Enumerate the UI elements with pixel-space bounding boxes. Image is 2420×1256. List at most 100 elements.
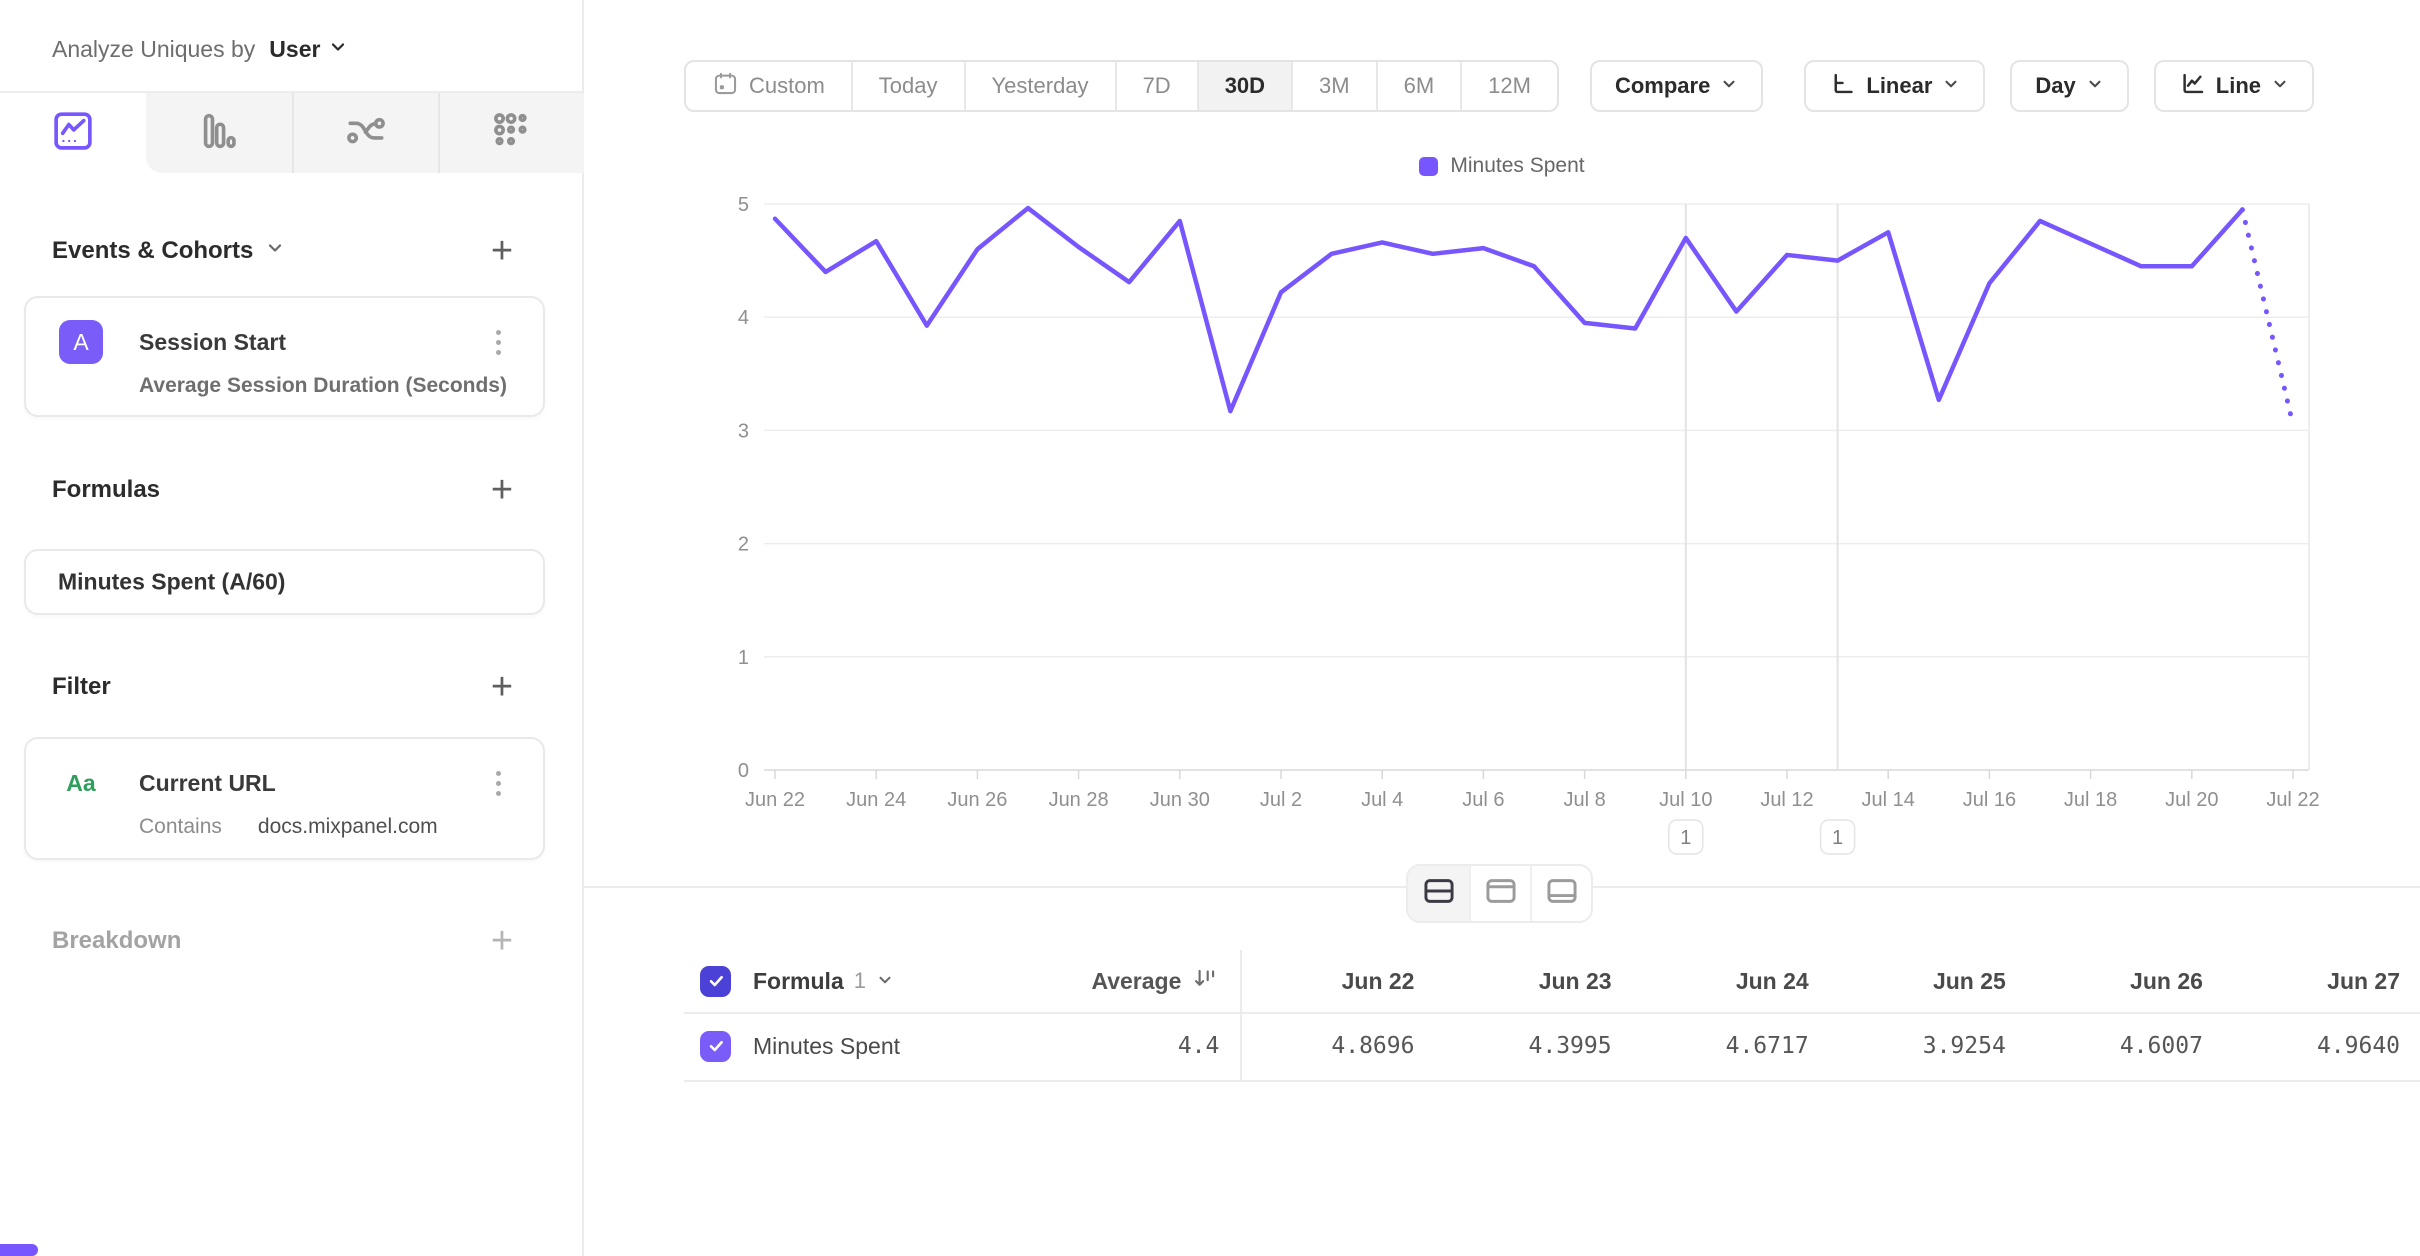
calendar-icon bbox=[712, 70, 739, 103]
legend-item[interactable]: Minutes Spent bbox=[1419, 154, 1585, 178]
column-header: Jun 25 bbox=[1932, 967, 2006, 994]
svg-text:4: 4 bbox=[738, 307, 749, 329]
date-option-label: Today bbox=[878, 73, 938, 98]
column-header: Jun 22 bbox=[1341, 967, 1415, 994]
date-option-7d[interactable]: 7D bbox=[1114, 62, 1197, 110]
column-header: Jun 26 bbox=[2130, 967, 2203, 994]
compare-button[interactable]: Compare bbox=[1589, 60, 1764, 112]
chevron-down-icon bbox=[328, 36, 348, 63]
formulas-header: Formulas + bbox=[52, 467, 538, 513]
date-range-control: Custom Today Yesterday 7D 30D 3M 6M 12M bbox=[684, 60, 1559, 112]
series-checkbox[interactable] bbox=[700, 1030, 731, 1062]
svg-text:3: 3 bbox=[738, 420, 749, 442]
date-option-30d[interactable]: 30D bbox=[1196, 62, 1292, 110]
chart-type-button[interactable]: Line bbox=[2153, 60, 2314, 112]
date-option-custom[interactable]: Custom bbox=[686, 62, 851, 110]
chart-type-tabstrip bbox=[0, 91, 584, 173]
split-view-icon bbox=[1423, 877, 1455, 910]
filter-card[interactable]: Aa Current URL Contains docs.mixpanel.co… bbox=[24, 737, 545, 860]
add-formula-button[interactable]: + bbox=[490, 468, 514, 511]
svg-text:Jun 28: Jun 28 bbox=[1049, 789, 1109, 811]
formula-card[interactable]: Minutes Spent (A/60) bbox=[24, 549, 545, 615]
sort-descending-icon bbox=[1191, 966, 1219, 996]
cell-value: 4.3995 bbox=[1528, 1033, 1612, 1059]
date-option-label: Custom bbox=[749, 73, 825, 98]
display-controls: Linear Day Line bbox=[1804, 60, 2314, 112]
date-option-12m[interactable]: 12M bbox=[1460, 62, 1557, 110]
average-value: 4.4 bbox=[1177, 1033, 1220, 1059]
average-column-header[interactable]: Average bbox=[1042, 966, 1237, 996]
compare-label: Compare bbox=[1614, 73, 1711, 98]
formula-group-checkbox[interactable] bbox=[700, 965, 731, 997]
svg-text:1: 1 bbox=[1832, 827, 1843, 849]
chevron-down-icon bbox=[2086, 73, 2104, 99]
svg-text:2: 2 bbox=[738, 534, 749, 556]
svg-text:Jul 20: Jul 20 bbox=[2165, 789, 2218, 811]
kebab-menu-icon[interactable] bbox=[483, 322, 513, 362]
tab-flows[interactable] bbox=[292, 93, 438, 173]
formula-group-index: 1 bbox=[853, 968, 866, 993]
table-column-divider bbox=[1240, 950, 1242, 1080]
analyze-by-label: Analyze Uniques by bbox=[52, 35, 256, 62]
filter-header: Filter + bbox=[52, 664, 538, 710]
split-view-button[interactable] bbox=[1408, 866, 1469, 921]
average-header-label: Average bbox=[1091, 967, 1182, 994]
scale-button[interactable]: Linear bbox=[1804, 60, 1986, 112]
table-only-view-button[interactable] bbox=[1530, 866, 1591, 921]
breakdown-title: Breakdown bbox=[52, 927, 182, 954]
series-row: Minutes Spent 4.4 4.8696 4.3995 4.6717 3… bbox=[684, 1012, 2420, 1080]
axis-scale-icon bbox=[1829, 70, 1856, 103]
date-option-label: 7D bbox=[1142, 73, 1171, 98]
date-option-6m[interactable]: 6M bbox=[1375, 62, 1461, 110]
date-option-yesterday[interactable]: Yesterday bbox=[963, 62, 1115, 110]
formula-group-select[interactable]: Formula 1 bbox=[753, 968, 894, 995]
filter-value[interactable]: docs.mixpanel.com bbox=[257, 815, 438, 838]
chart-only-view-button[interactable] bbox=[1469, 866, 1530, 921]
results-table: Formula 1 Average Jun 22 Jun 23 Jun 24 J bbox=[684, 950, 2420, 1082]
add-filter-button[interactable]: + bbox=[490, 665, 514, 708]
retention-grid-icon bbox=[489, 108, 535, 159]
add-breakdown-button[interactable]: + bbox=[490, 919, 514, 962]
tab-insights-line[interactable] bbox=[0, 93, 146, 173]
cell-value: 3.9254 bbox=[1922, 1033, 2006, 1059]
date-option-label: 6M bbox=[1403, 73, 1435, 98]
events-cohorts-header[interactable]: Events & Cohorts + bbox=[52, 228, 538, 274]
bar-chart-icon bbox=[196, 108, 242, 159]
series-label: Minutes Spent bbox=[753, 1032, 901, 1059]
svg-text:Jul 18: Jul 18 bbox=[2064, 789, 2117, 811]
scroll-indicator[interactable] bbox=[0, 1244, 38, 1256]
svg-text:Jul 16: Jul 16 bbox=[1963, 789, 2016, 811]
svg-text:Jul 8: Jul 8 bbox=[1563, 789, 1605, 811]
line-chart[interactable]: 0 1 2 3 4 5 1 1 Jun 22 Jun 24 Jun 26 Jun 28 Jun 30 Ju… bbox=[584, 130, 2420, 870]
cell-value: 4.6717 bbox=[1725, 1033, 1809, 1059]
svg-text:Jul 6: Jul 6 bbox=[1462, 789, 1504, 811]
filter-operator[interactable]: Contains bbox=[139, 815, 222, 838]
event-letter-badge: A bbox=[59, 320, 103, 364]
inactive-tabs bbox=[146, 93, 584, 173]
tab-retention[interactable] bbox=[438, 93, 584, 173]
svg-text:Jul 14: Jul 14 bbox=[1862, 789, 1915, 811]
date-option-3m[interactable]: 3M bbox=[1291, 62, 1376, 110]
date-option-today[interactable]: Today bbox=[850, 62, 964, 110]
analyze-uniques-row: Analyze Uniques by User bbox=[52, 26, 348, 72]
column-header: Jun 23 bbox=[1538, 967, 1612, 994]
table-divider bbox=[684, 1080, 2420, 1082]
interval-label: Day bbox=[2035, 73, 2076, 98]
kebab-menu-icon[interactable] bbox=[483, 763, 513, 803]
chevron-down-icon bbox=[1720, 73, 1738, 99]
query-sidebar: Analyze Uniques by User bbox=[0, 0, 584, 1256]
date-option-label: 30D bbox=[1224, 73, 1266, 98]
table-only-view-icon bbox=[1546, 877, 1578, 910]
cell-value: 4.6007 bbox=[2119, 1033, 2203, 1059]
tab-bar-chart[interactable] bbox=[146, 93, 292, 173]
scale-label: Linear bbox=[1866, 73, 1933, 98]
analyze-by-select[interactable]: User bbox=[269, 36, 348, 63]
event-measurement[interactable]: Average Session Duration (Seconds) bbox=[139, 374, 507, 397]
add-event-button[interactable]: + bbox=[490, 229, 514, 272]
svg-text:Jun 26: Jun 26 bbox=[947, 789, 1007, 811]
svg-text:Jul 12: Jul 12 bbox=[1760, 789, 1813, 811]
analyze-by-value: User bbox=[269, 35, 321, 62]
event-card[interactable]: A Session Start Average Session Duration… bbox=[24, 296, 545, 417]
view-toggle bbox=[1406, 864, 1593, 923]
interval-button[interactable]: Day bbox=[2010, 60, 2129, 112]
